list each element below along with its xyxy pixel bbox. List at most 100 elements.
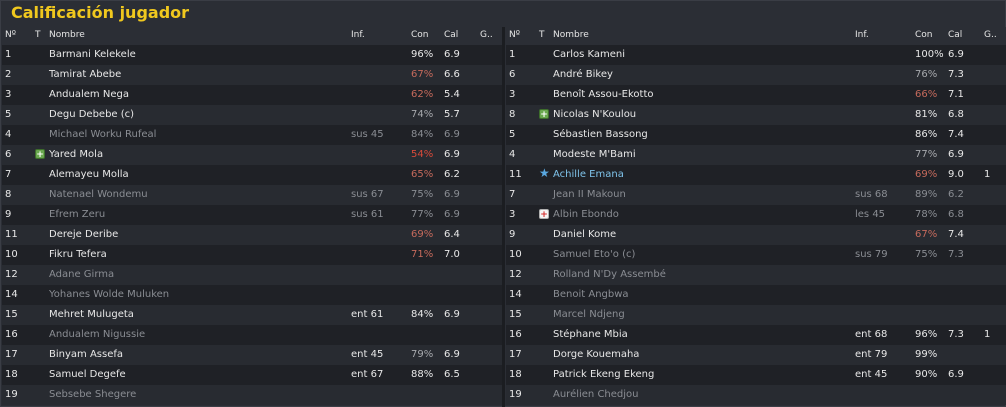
player-name[interactable]: Nicolas N'Koulou bbox=[553, 109, 637, 120]
player-row[interactable]: 3 Benoît Assou-Ekotto 66% 7.1 bbox=[506, 85, 1006, 105]
player-condition: 96% bbox=[411, 49, 434, 60]
player-row[interactable]: 7 Jean II Makoun sus 68 89% 6.2 bbox=[506, 185, 1006, 205]
player-name[interactable]: Carlos Kameni bbox=[553, 49, 626, 60]
col-header-inf[interactable]: Inf. bbox=[855, 30, 869, 40]
player-row[interactable]: 19 Aurélien Chedjou bbox=[506, 385, 1006, 405]
player-row[interactable]: 6 Yared Mola 54% 6.9 + bbox=[2, 145, 502, 165]
player-name[interactable]: Aurélien Chedjou bbox=[553, 389, 639, 400]
player-rating: 7.0 bbox=[444, 249, 460, 260]
player-name[interactable]: Binyam Assefa bbox=[49, 349, 124, 360]
col-header-con[interactable]: Con bbox=[915, 30, 933, 40]
player-row[interactable]: 17 Binyam Assefa ent 45 79% 6.9 bbox=[2, 345, 502, 365]
col-header-goals[interactable]: G.. bbox=[480, 30, 493, 40]
player-name[interactable]: Benoit Angbwa bbox=[553, 289, 629, 300]
player-name[interactable]: Samuel Eto'o (c) bbox=[553, 249, 636, 260]
player-name[interactable]: Adane Girma bbox=[49, 269, 115, 280]
player-name[interactable]: Patrick Ekeng Ekeng bbox=[553, 369, 655, 380]
player-number: 7 bbox=[5, 169, 12, 180]
player-row[interactable]: 9 Daniel Kome 67% 7.4 bbox=[506, 225, 1006, 245]
player-condition: 84% bbox=[411, 129, 434, 140]
player-info: ent 61 bbox=[351, 309, 384, 320]
player-row[interactable]: 14 Yohanes Wolde Muluken bbox=[2, 285, 502, 305]
player-row[interactable]: 3 Andualem Nega 62% 5.4 bbox=[2, 85, 502, 105]
col-header-con[interactable]: Con bbox=[411, 30, 429, 40]
player-row[interactable]: 8 Nicolas N'Koulou 81% 6.8 + bbox=[506, 105, 1006, 125]
player-name[interactable]: Fikru Tefera bbox=[49, 249, 107, 260]
player-name[interactable]: Natenael Wondemu bbox=[49, 189, 148, 200]
player-row[interactable]: 18 Samuel Degefe ent 67 88% 6.5 bbox=[2, 365, 502, 385]
player-name[interactable]: Dereje Deribe bbox=[49, 229, 119, 240]
player-name[interactable]: Modeste M'Bami bbox=[553, 149, 636, 160]
player-name[interactable]: Samuel Degefe bbox=[49, 369, 126, 380]
player-name[interactable]: Dorge Kouemaha bbox=[553, 349, 640, 360]
player-row[interactable]: 8 Natenael Wondemu sus 67 75% 6.9 bbox=[2, 185, 502, 205]
player-name[interactable]: Andualem Nega bbox=[49, 89, 129, 100]
col-header-cal[interactable]: Cal bbox=[444, 30, 459, 40]
player-name[interactable]: Mehret Mulugeta bbox=[49, 309, 134, 320]
player-condition: 74% bbox=[411, 109, 434, 120]
plus-icon: + bbox=[35, 149, 45, 160]
player-row[interactable]: 4 Michael Worku Rufeal sus 45 84% 6.9 bbox=[2, 125, 502, 145]
player-rating: 7.3 bbox=[948, 329, 964, 340]
col-header-t[interactable]: T bbox=[539, 30, 545, 40]
player-row[interactable]: 15 Marcel Ndjeng bbox=[506, 305, 1006, 325]
player-name[interactable]: Tamirat Abebe bbox=[49, 69, 122, 80]
player-name[interactable]: Barmani Kelekele bbox=[49, 49, 136, 60]
player-row[interactable]: 2 Tamirat Abebe 67% 6.6 bbox=[2, 65, 502, 85]
player-name[interactable]: Rolland N'Dy Assembé bbox=[553, 269, 666, 280]
player-row[interactable]: 9 Efrem Zeru sus 61 77% 6.9 bbox=[2, 205, 502, 225]
player-row[interactable]: 16 Andualem Nigussie bbox=[2, 325, 502, 345]
player-name[interactable]: Sébastien Bassong bbox=[553, 129, 648, 140]
player-name[interactable]: Jean II Makoun bbox=[553, 189, 626, 200]
player-row[interactable]: 12 Adane Girma bbox=[2, 265, 502, 285]
player-row[interactable]: 10 Samuel Eto'o (c) sus 79 75% 7.3 bbox=[506, 245, 1006, 265]
col-header-t[interactable]: T bbox=[35, 30, 41, 40]
player-row[interactable]: 11 Dereje Deribe 69% 6.4 bbox=[2, 225, 502, 245]
player-row[interactable]: 10 Fikru Tefera 71% 7.0 bbox=[2, 245, 502, 265]
player-name[interactable]: Andualem Nigussie bbox=[49, 329, 146, 340]
plus-icon: + bbox=[539, 109, 549, 120]
player-name[interactable]: Alemayeu Molla bbox=[49, 169, 129, 180]
player-name[interactable]: Daniel Kome bbox=[553, 229, 617, 240]
player-row[interactable]: 7 Alemayeu Molla 65% 6.2 bbox=[2, 165, 502, 185]
player-row[interactable]: 1 Barmani Kelekele 96% 6.9 bbox=[2, 45, 502, 65]
player-name[interactable]: Sebsebe Shegere bbox=[49, 389, 137, 400]
player-number: 5 bbox=[509, 129, 516, 140]
player-row[interactable]: 11 Achille Emana 69% 9.0 1 ★ bbox=[506, 165, 1006, 185]
col-header-no[interactable]: Nº bbox=[509, 30, 520, 40]
col-header-name[interactable]: Nombre bbox=[553, 30, 589, 40]
player-row[interactable]: 17 Dorge Kouemaha ent 79 99% bbox=[506, 345, 1006, 365]
player-name[interactable]: Achille Emana bbox=[553, 169, 624, 180]
player-name[interactable]: Degu Debebe (c) bbox=[49, 109, 135, 120]
player-row[interactable]: 5 Sébastien Bassong 86% 7.4 bbox=[506, 125, 1006, 145]
player-row[interactable]: 14 Benoit Angbwa bbox=[506, 285, 1006, 305]
player-row[interactable]: 19 Sebsebe Shegere bbox=[2, 385, 502, 405]
player-row[interactable]: 3 Albin Ebondo les 45 78% 6.8 + bbox=[506, 205, 1006, 225]
player-name[interactable]: Efrem Zeru bbox=[49, 209, 106, 220]
player-name[interactable]: Benoît Assou-Ekotto bbox=[553, 89, 654, 100]
player-name[interactable]: Yared Mola bbox=[49, 149, 104, 160]
player-condition: 77% bbox=[915, 149, 938, 160]
col-header-goals[interactable]: G.. bbox=[984, 30, 997, 40]
player-row[interactable]: 12 Rolland N'Dy Assembé bbox=[506, 265, 1006, 285]
col-header-cal[interactable]: Cal bbox=[948, 30, 963, 40]
col-header-inf[interactable]: Inf. bbox=[351, 30, 365, 40]
player-name[interactable]: Michael Worku Rufeal bbox=[49, 129, 157, 140]
player-row[interactable]: 16 Stéphane Mbia ent 68 96% 7.3 1 bbox=[506, 325, 1006, 345]
col-header-name[interactable]: Nombre bbox=[49, 30, 85, 40]
player-row[interactable]: 6 André Bikey 76% 7.3 bbox=[506, 65, 1006, 85]
player-name[interactable]: Albin Ebondo bbox=[553, 209, 619, 220]
player-row[interactable]: 4 Modeste M'Bami 77% 6.9 bbox=[506, 145, 1006, 165]
player-name[interactable]: Yohanes Wolde Muluken bbox=[49, 289, 170, 300]
player-number: 17 bbox=[5, 349, 18, 360]
player-row[interactable]: 5 Degu Debebe (c) 74% 5.7 bbox=[2, 105, 502, 125]
player-row[interactable]: 18 Patrick Ekeng Ekeng ent 45 90% 6.9 bbox=[506, 365, 1006, 385]
player-condition: 69% bbox=[915, 169, 938, 180]
player-row[interactable]: 15 Mehret Mulugeta ent 61 84% 6.9 bbox=[2, 305, 502, 325]
player-name[interactable]: Stéphane Mbia bbox=[553, 329, 628, 340]
player-name[interactable]: André Bikey bbox=[553, 69, 613, 80]
player-row[interactable]: 1 Carlos Kameni 100% 6.9 bbox=[506, 45, 1006, 65]
player-name[interactable]: Marcel Ndjeng bbox=[553, 309, 625, 320]
player-rating: 7.4 bbox=[948, 229, 964, 240]
col-header-no[interactable]: Nº bbox=[5, 30, 16, 40]
